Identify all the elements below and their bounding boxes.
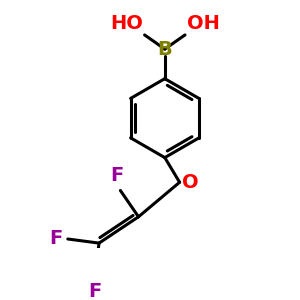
Text: B: B [158,40,172,58]
Text: HO: HO [110,14,143,33]
Text: OH: OH [187,14,220,33]
Text: F: F [110,166,124,185]
Text: F: F [88,282,101,300]
Text: F: F [50,230,63,248]
Text: O: O [182,173,199,192]
